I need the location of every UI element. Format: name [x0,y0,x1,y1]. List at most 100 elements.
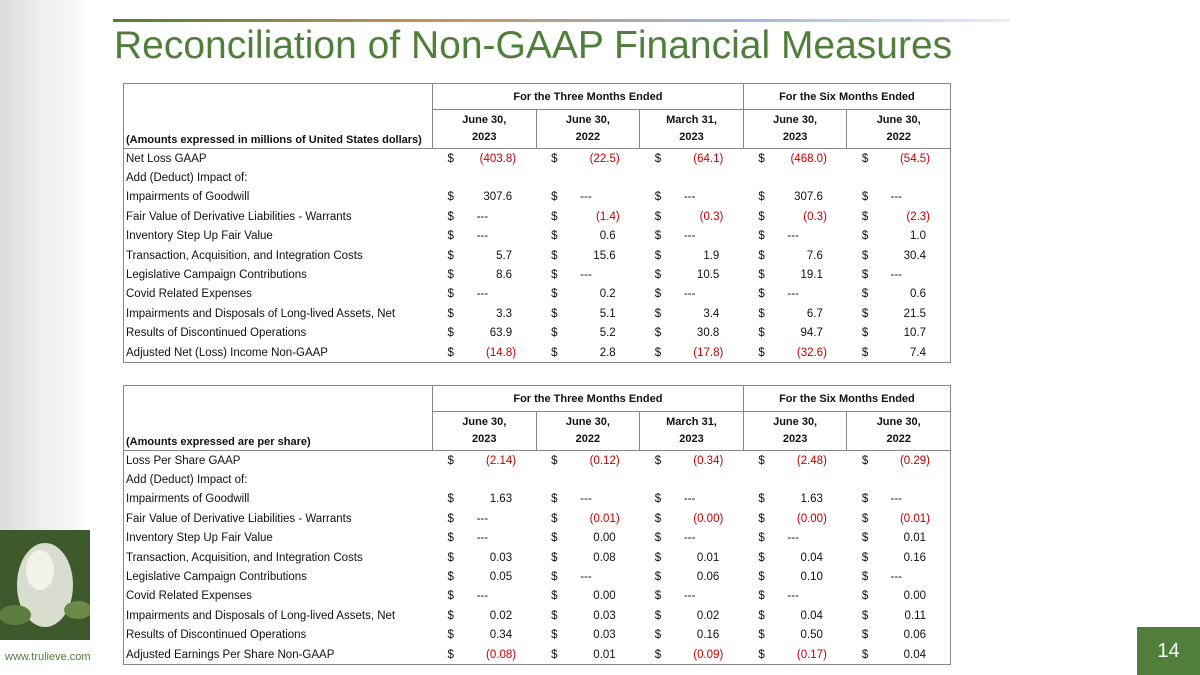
value: 5.2 [599,327,616,340]
website: www.trulieve.com [5,651,91,663]
currency: $ [861,152,869,165]
value-cell: $0.02 [433,606,537,625]
currency: $ [654,571,662,584]
value: 0.05 [489,571,513,584]
cell: $0.04 [847,645,950,664]
value: --- [787,532,799,545]
value: --- [476,590,489,603]
cell: $ (14.8) [433,343,537,362]
value: (0.01) [589,512,620,525]
cell: $ --- [640,227,744,246]
value-cell: $0.05 [433,567,537,586]
row-label: Loss Per Share GAAP [123,450,433,471]
table-body: Loss Per Share GAAP $ (2.14) $ (0.12) $ (0.34)… [123,450,952,666]
value: 21.5 [903,307,927,320]
data-row: Covid Related Expenses $ --- $0.2 $ --- $ --- $0… [123,284,952,305]
value: (0.3) [699,210,724,223]
column-header-line: June 30, [462,416,507,428]
cell: $0.01 [847,529,950,548]
value-cell: $ --- [536,567,640,586]
currency: $ [551,571,558,584]
cell: $ --- [433,529,537,548]
data-row: Add (Deduct) Impact of: [123,470,952,490]
value: --- [787,288,799,301]
column-header: June 30, 2023 [742,109,848,149]
data-row: Impairments and Disposals of Long-lived … [123,304,952,324]
value-cell [846,168,952,188]
row-label: Impairments and Disposals of Long-lived … [123,606,433,626]
data-row: Covid Related Expenses $ --- $0.00 $ --- $ --- $… [123,586,952,607]
cell: $ (468.0) [743,149,847,168]
plant-image [0,530,90,640]
data-row: Impairments and Disposals of Long-lived … [123,606,952,626]
value: (0.01) [899,512,931,525]
value-cell: $ (0.3) [640,207,744,226]
currency: $ [551,609,558,622]
value-cell: $ --- [640,529,744,548]
currency: $ [861,532,869,545]
value-cell [743,168,847,187]
value: 0.04 [800,551,823,564]
currency: $ [654,590,662,603]
value-cell: $ --- [640,188,744,207]
value: --- [890,571,903,584]
currency: $ [861,493,869,506]
value: 0.50 [800,629,823,642]
value: 7.6 [806,249,823,262]
currency: $ [447,191,454,204]
value-cell: $ --- [846,265,952,285]
currency: $ [551,210,558,223]
currency: $ [551,648,558,661]
currency: $ [654,551,662,564]
value-cell: $ (0.09) [639,644,744,666]
value-cell: $ (0.12) [536,451,640,471]
currency: $ [447,629,454,642]
value-cell: $19.1 [743,265,847,284]
value-cell: $ (0.00) [743,509,847,528]
value-cell: $0.04 [743,606,847,625]
value-cell: $0.11 [846,606,952,626]
value-cell [433,470,537,489]
currency: $ [447,288,454,301]
currency: $ [758,269,765,282]
value-cell: $ (2.3) [846,207,952,227]
value-cell: $ (14.8) [432,342,537,364]
group-header-row: (Amounts expressed are per share) For the… [123,385,952,451]
value-cell [536,168,640,187]
row-label: Legislative Campaign Contributions [123,265,433,285]
value-cell: $ --- [846,567,952,587]
row-label: Add (Deduct) Impact of: [123,168,433,188]
currency: $ [551,629,558,642]
currency: $ [861,454,869,467]
cell: $ (0.12) [536,451,640,470]
value: --- [683,191,696,204]
cell: $8.6 [433,265,537,284]
cell: $ (64.1) [640,149,744,168]
currency: $ [447,454,454,467]
currency: $ [758,532,765,545]
value-cell: $ --- [846,187,952,208]
value: 0.6 [910,288,927,301]
cell: $ --- [433,587,537,606]
currency: $ [861,230,869,243]
cell: $0.50 [743,626,847,645]
cell: $ (0.3) [743,207,847,226]
cell: $ --- [536,188,640,207]
cell: $0.02 [640,606,744,625]
value: (2.48) [796,454,827,467]
currency: $ [861,327,869,340]
currency: $ [654,629,662,642]
currency: $ [758,571,765,584]
currency: $ [758,152,765,165]
column-header-line: 2023 [679,131,704,143]
column-header: June 30, 2023 [432,411,537,451]
currency: $ [861,648,869,661]
value: 5.7 [496,249,513,262]
value: --- [683,230,696,243]
value-cell: $0.01 [640,548,744,567]
value-cell: $ (0.08) [432,644,537,666]
value: 15.6 [593,249,616,262]
cell: $ (0.3) [640,207,744,226]
column-header: June 30, 2022 [535,411,641,451]
